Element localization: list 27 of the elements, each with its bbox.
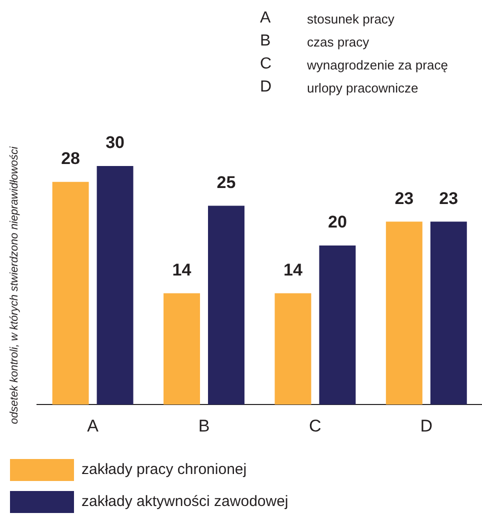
bar bbox=[164, 293, 200, 405]
text: A stosunek pracy bbox=[260, 9, 394, 27]
bar bbox=[319, 246, 356, 405]
legend-label: zakłady pracy chronionej bbox=[82, 461, 247, 478]
text: D urlopy pracownicze bbox=[260, 78, 418, 96]
bar bbox=[274, 293, 312, 405]
data-label: 20 bbox=[328, 212, 347, 232]
x-tick-label: D bbox=[420, 416, 433, 436]
bar bbox=[52, 182, 89, 405]
text: C wynagrodzenie za pracę bbox=[260, 55, 448, 73]
data-label: 28 bbox=[61, 149, 80, 168]
y-axis-title: odsetek kontroli, w których stwierdzono nieprawidłowości bbox=[8, 146, 21, 424]
bar bbox=[96, 166, 134, 405]
data-label: 25 bbox=[216, 172, 236, 192]
x-tick-label: A bbox=[87, 416, 100, 436]
legend-label: zakłady aktywności zawodowej bbox=[82, 493, 288, 510]
x-tick-label: C bbox=[309, 416, 322, 436]
bar bbox=[430, 222, 467, 405]
x-tick-label: B bbox=[198, 416, 210, 436]
data-label: 14 bbox=[172, 260, 192, 280]
text: B czas pracy bbox=[260, 32, 370, 50]
data-label: 14 bbox=[284, 260, 303, 280]
data-label: 23 bbox=[439, 188, 458, 208]
bar bbox=[208, 206, 244, 405]
data-label: 30 bbox=[106, 133, 124, 152]
bar bbox=[386, 222, 422, 405]
data-label: 23 bbox=[394, 188, 414, 208]
